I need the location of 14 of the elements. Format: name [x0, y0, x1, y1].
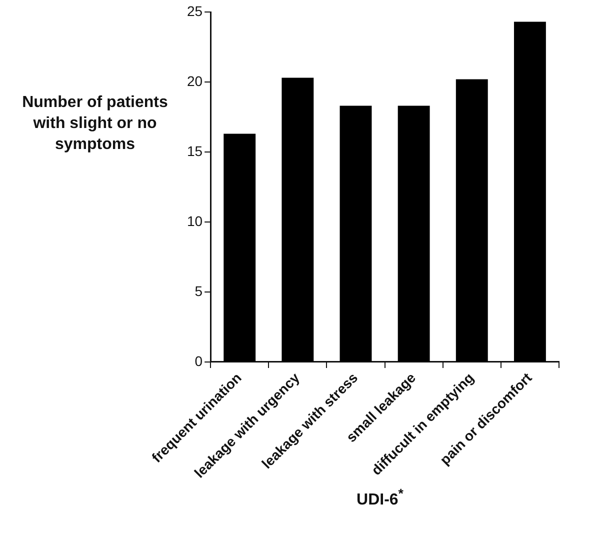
bar [282, 78, 314, 362]
bar [398, 106, 430, 362]
y-tick-label: 25 [186, 2, 203, 19]
y-tick-label: 5 [194, 282, 203, 299]
bar [340, 106, 372, 362]
bar [514, 22, 546, 362]
y-tick-label: 15 [186, 142, 203, 159]
x-axis-title: UDI-6$^{*}$ [356, 486, 404, 510]
bar [224, 134, 256, 362]
y-tick-label: 20 [186, 72, 203, 89]
y-tick-label: 0 [194, 352, 203, 369]
bar [456, 79, 488, 362]
y-axis-title: Number of patients with slight or no symptoms [21, 93, 169, 155]
y-tick-label: 10 [186, 212, 203, 229]
